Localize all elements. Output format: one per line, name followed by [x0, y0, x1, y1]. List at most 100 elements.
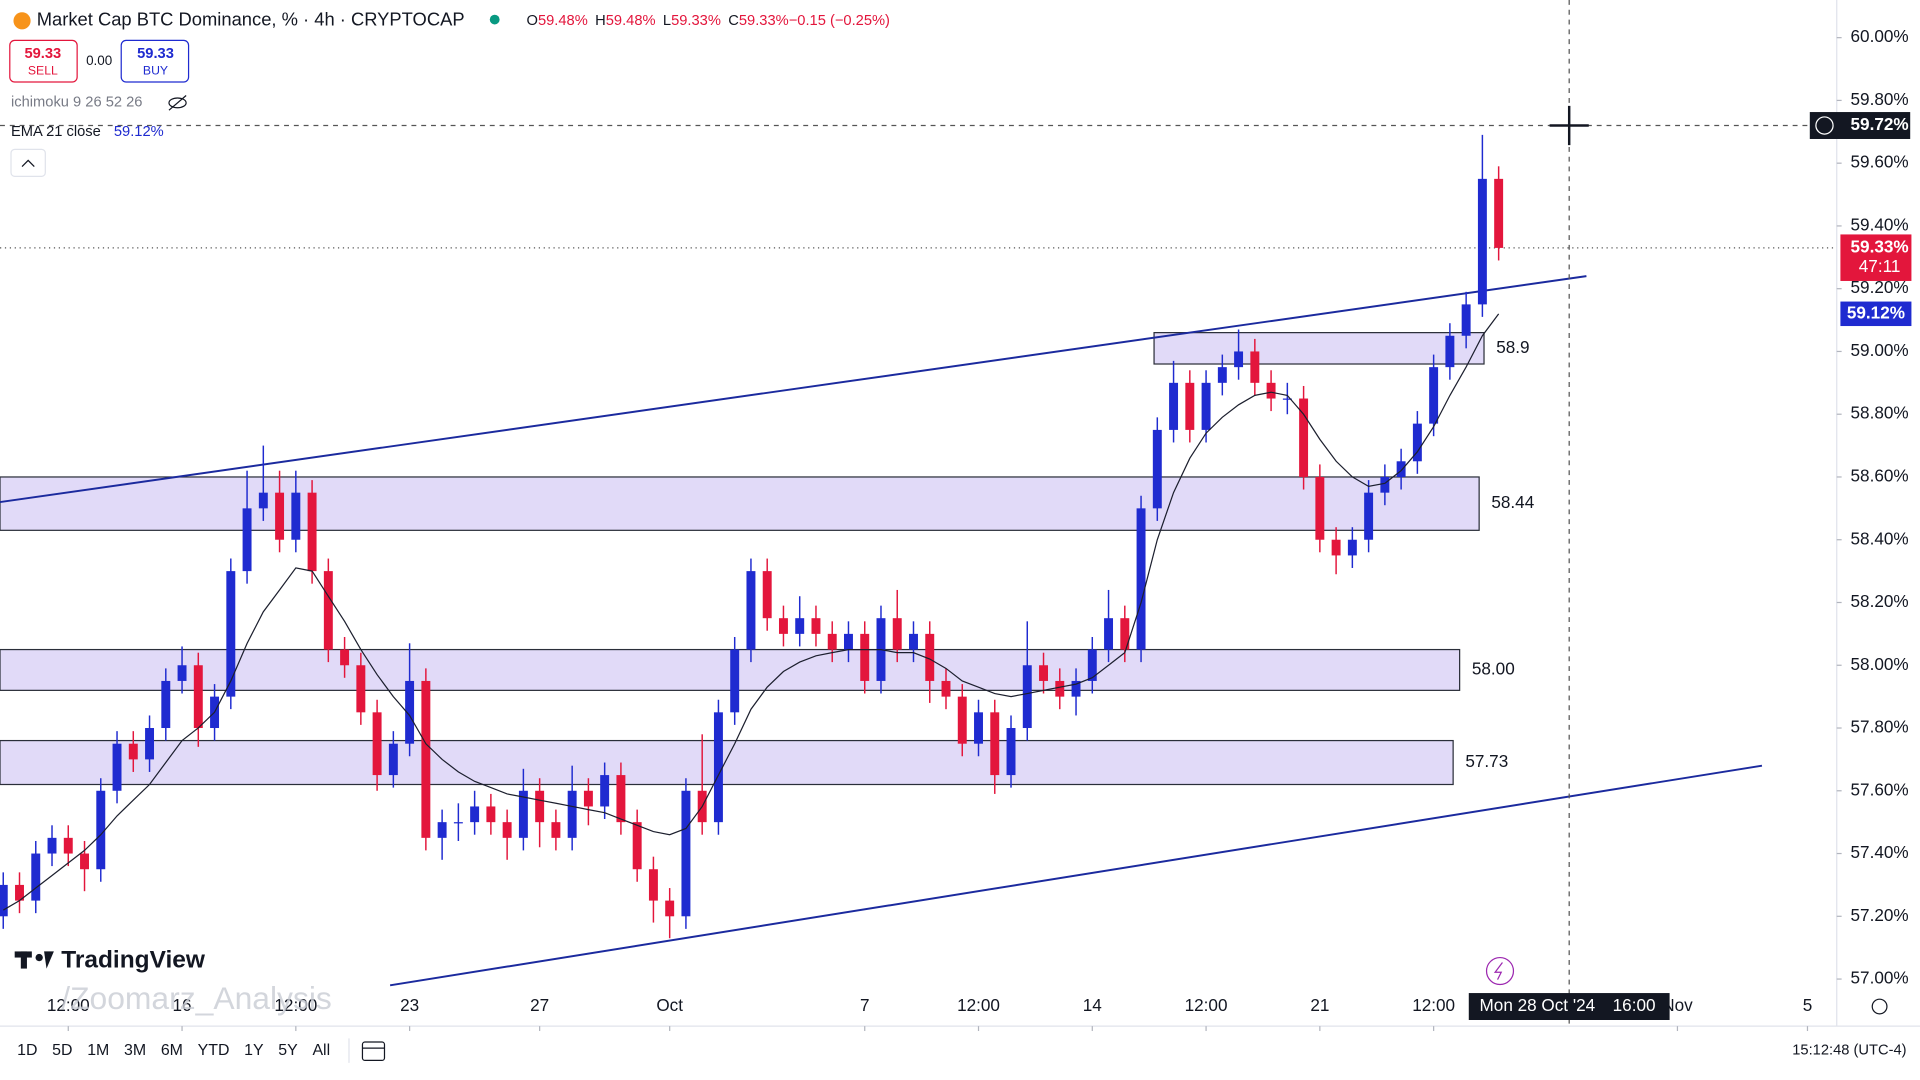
ohlc-value: 59.33% [739, 13, 789, 29]
chart-title: Market Cap BTC Dominance, % · 4h · CRYPT… [37, 9, 465, 30]
trendline [0, 275, 1587, 504]
ohlc-key: C [728, 13, 739, 29]
candle-body [242, 508, 252, 572]
crosshair-hour-label: 16:00 [1613, 995, 1656, 1015]
x-tick-label: 7 [860, 995, 870, 1015]
x-tick-label: 12:00 [1185, 995, 1228, 1015]
candle-body [80, 853, 89, 870]
zone-label: 58.44 [1491, 492, 1534, 512]
zone [1153, 332, 1485, 365]
candle-body [177, 665, 187, 681]
watermark: TradingView [61, 947, 206, 974]
candle-body [258, 492, 268, 509]
candle-body [648, 869, 658, 901]
candle-body [1006, 728, 1016, 776]
candle-body [1104, 618, 1114, 650]
candle-body [437, 822, 447, 838]
timeframe-button[interactable]: 6M [161, 1042, 183, 1059]
settings-icon[interactable] [1871, 998, 1888, 1015]
ohlc-key: H [595, 13, 606, 29]
cursor [1549, 105, 1589, 146]
ohlc-value: 59.33% [671, 13, 721, 29]
candle-body [811, 618, 821, 634]
timeframe-button[interactable]: 5Y [278, 1042, 298, 1059]
x-tick-label: 12:00 [957, 995, 1000, 1015]
y-tick-label: 59.80% [1851, 89, 1909, 109]
date-range-button[interactable] [361, 1041, 386, 1062]
buy-button[interactable] [120, 39, 190, 83]
ema-legend-value: 59.12% [114, 124, 164, 140]
add-alert-icon[interactable] [1815, 116, 1834, 135]
candle-body [453, 822, 463, 824]
x-tick-label: 16 [173, 995, 192, 1015]
candle-body [535, 790, 545, 823]
y-tick-label: 57.40% [1851, 842, 1909, 862]
y-tick-label: 58.00% [1851, 654, 1909, 674]
y-tick-label: 59.40% [1851, 214, 1909, 234]
candle-body [860, 633, 870, 681]
timeframe-button[interactable]: YTD [198, 1042, 230, 1059]
last-price-label: 59.33% [1851, 236, 1909, 256]
x-tick-label: 21 [1310, 995, 1329, 1015]
candle-body [1071, 680, 1081, 697]
candle-body [1331, 539, 1341, 556]
sell-price[interactable]: 59.33 [24, 46, 61, 62]
candle-body [1396, 461, 1406, 477]
candle-body [1347, 539, 1357, 556]
candle-body [388, 743, 398, 776]
candle-body [1234, 351, 1244, 368]
candle-body [1201, 382, 1211, 430]
timeframe-button[interactable]: All [312, 1042, 330, 1059]
crosshair-price-tag [1809, 112, 1911, 139]
x-tick-label: 14 [1083, 995, 1103, 1015]
candle-body [1039, 665, 1048, 681]
x-tick-label: 27 [530, 995, 549, 1015]
candle-body [632, 822, 642, 870]
events-glyph [1493, 962, 1503, 980]
candle-body [1250, 351, 1260, 383]
x-tick-label: Nov [1662, 995, 1693, 1015]
collapse-button[interactable] [10, 148, 46, 177]
ema-legend[interactable]: EMA 21 close [11, 124, 101, 140]
hide-icon[interactable] [168, 95, 187, 111]
ohlc-key: L [663, 13, 671, 29]
timeframe-button[interactable]: 3M [124, 1042, 146, 1059]
candle-body [1364, 492, 1374, 540]
candle-body [1445, 335, 1455, 368]
candle-body [1412, 423, 1422, 462]
timeframe-button[interactable]: 1Y [244, 1042, 264, 1059]
timeframe-button[interactable]: 1D [17, 1042, 37, 1059]
y-tick-label: 57.20% [1851, 905, 1909, 925]
buy-label[interactable]: BUY [143, 63, 168, 77]
timeframe-toolbar: 1D 5D 1M 3M 6M YTD 1Y 5Y All [17, 1042, 330, 1059]
candle-body [1217, 367, 1227, 383]
indicator-legend[interactable]: ichimoku 9 26 52 26 [11, 95, 142, 111]
candle-body [145, 728, 155, 760]
y-tick-label: 59.20% [1851, 277, 1909, 297]
crosshair-price-label: 59.72% [1851, 114, 1909, 134]
candle-body [15, 884, 24, 901]
candle-body [1152, 429, 1162, 509]
candle-body [892, 618, 902, 650]
timeframe-button[interactable]: 1M [87, 1042, 109, 1059]
candle-body [844, 633, 853, 650]
candle-body [1380, 476, 1390, 493]
candle-body [1477, 178, 1487, 305]
y-tick-label: 59.60% [1851, 152, 1909, 172]
candle-body [583, 790, 593, 807]
buy-price[interactable]: 59.33 [137, 46, 174, 62]
zone [0, 739, 1454, 786]
candle-body [323, 571, 333, 650]
events-icon[interactable] [1485, 956, 1515, 986]
tv-logo [14, 951, 54, 969]
timeframe-button[interactable]: 5D [52, 1042, 72, 1059]
ema-line [2, 313, 1500, 911]
axes: 57.00% 57.20% 57.40% 57.60% 57.80% 58.00% 58.2… [47, 26, 1909, 1032]
sell-button[interactable] [9, 39, 78, 83]
sell-label[interactable]: SELL [28, 63, 58, 77]
candle-body [0, 884, 8, 917]
y-tick-label: 58.60% [1851, 466, 1909, 486]
